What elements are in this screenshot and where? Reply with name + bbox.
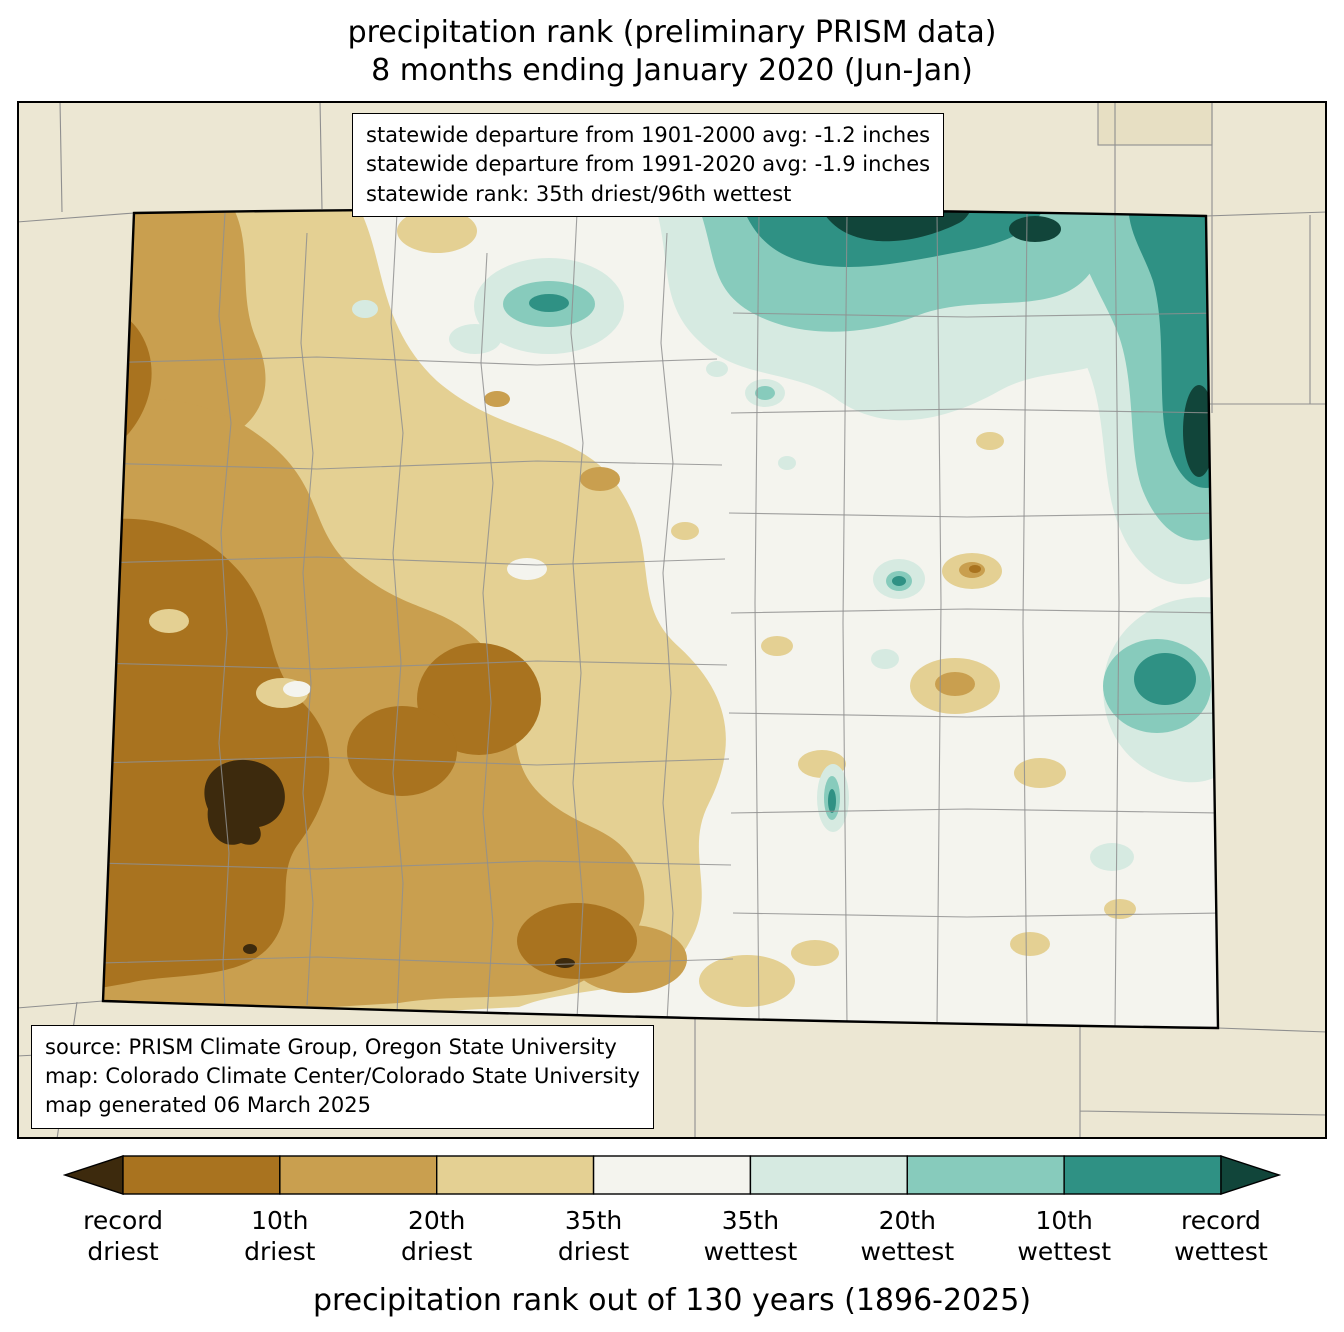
legend-label-line: wettest bbox=[1017, 1237, 1112, 1267]
legend-label-20th-driest: 20th driest bbox=[401, 1205, 472, 1268]
legend-label-line: 35th bbox=[721, 1205, 780, 1235]
dry-region-hole bbox=[283, 680, 311, 697]
dry-region-blob bbox=[517, 902, 637, 979]
statewide-stats-box: statewide departure from 1901-2000 avg: … bbox=[352, 112, 945, 217]
legend-label-line: record bbox=[1181, 1205, 1261, 1235]
legend-label-line: driest bbox=[401, 1237, 473, 1267]
source-line: map: Colorado Climate Center/Colorado St… bbox=[45, 1064, 640, 1088]
dry-region-blob bbox=[935, 671, 975, 696]
legend-segment-1 bbox=[122, 1155, 281, 1195]
record-wettest-blob bbox=[1183, 384, 1215, 477]
legend-label-35th-wettest: 35th wettest bbox=[704, 1205, 798, 1268]
dry-region-blob bbox=[484, 390, 510, 407]
wet-region-blob bbox=[871, 648, 899, 669]
dry-regions bbox=[103, 208, 1136, 1028]
record-wettest-blob bbox=[815, 208, 975, 242]
map-panel: statewide departure from 1901-2000 avg: … bbox=[17, 100, 1327, 1139]
dry-region-blob bbox=[103, 518, 330, 993]
wet-region-blob bbox=[778, 455, 796, 470]
legend-label-line: driest bbox=[87, 1237, 159, 1267]
legend-label-35th-driest: 35th driest bbox=[558, 1205, 629, 1268]
legend-label-line: 10th bbox=[251, 1205, 309, 1235]
legend-label-line: wettest bbox=[703, 1237, 798, 1267]
legend-segment-5 bbox=[749, 1155, 908, 1195]
legend-label-line: driest bbox=[244, 1237, 316, 1267]
source-line: map generated 06 March 2025 bbox=[45, 1093, 372, 1118]
source-attribution-box: source: PRISM Climate Group, Oregon Stat… bbox=[31, 1024, 654, 1129]
legend-label-line: driest bbox=[557, 1237, 630, 1267]
record-driest-blob bbox=[555, 957, 575, 968]
legend-labels: record driest 10th driest 20th driest 35… bbox=[63, 1205, 1281, 1279]
wet-region-blob bbox=[706, 360, 728, 377]
dry-region-blob bbox=[671, 521, 699, 540]
legend-label-line: wettest bbox=[1174, 1237, 1268, 1267]
neighbor-lines bbox=[17, 100, 1327, 1139]
county-lines bbox=[103, 212, 1218, 1027]
legend-label-line: 10th bbox=[1035, 1205, 1093, 1235]
title-line1: precipitation rank (preliminary PRISM da… bbox=[347, 15, 997, 50]
dry-region-blob bbox=[1104, 898, 1136, 919]
legend-arrow-record-driest bbox=[63, 1154, 124, 1195]
legend-segment-6 bbox=[906, 1155, 1065, 1195]
legend: record driest 10th driest 20th driest 35… bbox=[63, 1154, 1281, 1279]
wet-regions bbox=[352, 208, 1218, 871]
legend-caption: precipitation rank out of 130 years (189… bbox=[312, 1282, 1032, 1318]
legend-segment-2 bbox=[279, 1155, 438, 1195]
stats-line: statewide departure from 1901-2000 avg: … bbox=[366, 122, 931, 147]
legend-label-10th-wettest: 10th wettest bbox=[1017, 1205, 1111, 1268]
legend-label-record-wettest: record wettest bbox=[1174, 1205, 1268, 1268]
dry-region-blob bbox=[976, 431, 1004, 450]
legend-label-10th-driest: 10th driest bbox=[244, 1205, 315, 1268]
wet-region-blob bbox=[1134, 652, 1196, 705]
record-wettest-blob bbox=[1009, 215, 1061, 242]
legend-label-line: record bbox=[83, 1205, 163, 1235]
dry-region-hole bbox=[507, 557, 547, 580]
legend-segment-4 bbox=[592, 1155, 752, 1195]
dry-region-blob bbox=[1010, 931, 1050, 956]
legend-segment-7 bbox=[1063, 1155, 1222, 1195]
dry-region-blob bbox=[580, 466, 620, 491]
wet-region-blob bbox=[1090, 842, 1134, 871]
colorado-precipitation-map bbox=[17, 100, 1327, 1139]
dry-region-hole bbox=[149, 608, 189, 633]
legend-label-record-driest: record driest bbox=[83, 1205, 163, 1268]
wet-region-blob bbox=[828, 788, 836, 813]
title-line2: 8 months ending January 2020 (Jun-Jan) bbox=[371, 53, 973, 89]
legend-arrow-record-wettest bbox=[1220, 1154, 1281, 1195]
stats-line: statewide departure from 1991-2020 avg: … bbox=[366, 152, 931, 177]
wet-region-blob bbox=[892, 575, 906, 586]
dry-region-blob bbox=[397, 208, 477, 253]
dry-region-blob bbox=[1014, 757, 1066, 788]
state-interior bbox=[103, 208, 1218, 1028]
legend-label-line: 20th bbox=[407, 1205, 466, 1235]
source-line: source: PRISM Climate Group, Oregon Stat… bbox=[45, 1034, 617, 1059]
legend-segment-3 bbox=[436, 1155, 595, 1195]
legend-label-20th-wettest: 20th wettest bbox=[860, 1205, 954, 1268]
record-driest-blob bbox=[204, 759, 285, 845]
legend-label-line: wettest bbox=[860, 1237, 955, 1267]
wet-region-blob bbox=[449, 323, 501, 354]
legend-label-line: 35th bbox=[564, 1205, 623, 1235]
legend-colorbar bbox=[63, 1154, 1281, 1195]
dry-region-blob bbox=[761, 635, 793, 656]
legend-label-line: 20th bbox=[878, 1205, 937, 1235]
record-driest-blob bbox=[243, 943, 257, 954]
wet-region-blob bbox=[352, 299, 378, 318]
wet-region-blob bbox=[755, 385, 775, 400]
map-frame bbox=[17, 100, 1327, 1139]
dry-region-blob bbox=[699, 954, 795, 1007]
dry-region-blob bbox=[791, 939, 839, 966]
wet-region-blob bbox=[529, 293, 569, 312]
stats-line: statewide rank: 35th driest/96th wettest bbox=[366, 181, 792, 206]
dry-region-blob bbox=[347, 705, 457, 796]
dry-region-blob bbox=[969, 564, 981, 573]
page-title: precipitation rank (preliminary PRISM da… bbox=[0, 14, 1344, 91]
